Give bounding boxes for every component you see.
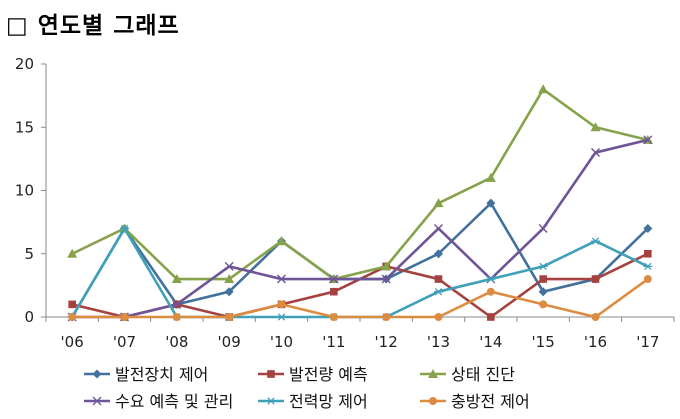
data-point	[224, 261, 234, 271]
y-tick-label: 15	[15, 118, 34, 136]
legend-swatch-marker	[429, 397, 437, 405]
legend-item: 발전장치 제어	[84, 365, 208, 384]
data-point	[486, 287, 495, 296]
x-tick-label: '07	[113, 333, 136, 351]
data-point	[643, 275, 652, 284]
data-point	[277, 313, 286, 321]
data-point	[538, 84, 549, 94]
data-point	[591, 237, 600, 245]
legend-label: 상태 진단	[451, 365, 515, 384]
data-point	[486, 198, 496, 208]
data-point	[434, 249, 443, 259]
x-tick-label: '17	[636, 333, 659, 351]
legend-label: 발전장치 제어	[115, 365, 208, 384]
x-tick-label: '10	[270, 333, 293, 351]
x-tick-label: '16	[584, 333, 607, 351]
data-point	[590, 122, 601, 132]
y-tick-label: 20	[15, 55, 34, 73]
data-point	[487, 313, 495, 321]
data-point	[485, 172, 496, 182]
legend-item: 발전량 예측	[258, 365, 368, 384]
data-point	[538, 262, 548, 271]
data-point	[67, 248, 78, 258]
y-tick-label: 0	[24, 308, 34, 326]
data-point	[277, 300, 286, 309]
legend-swatch-marker	[266, 397, 276, 405]
data-point	[330, 287, 338, 296]
data-point	[643, 262, 653, 271]
legend-swatch-marker	[267, 370, 275, 378]
page-title: □ 연도별 그래프	[6, 13, 180, 39]
series-3	[67, 84, 653, 284]
x-tick-label: '09	[218, 333, 241, 351]
series-6	[68, 275, 652, 321]
data-point	[224, 274, 235, 284]
data-point	[276, 236, 287, 246]
x-tick-label: '14	[479, 333, 502, 351]
legend-item: 상태 진단	[420, 365, 515, 384]
series-line	[72, 138, 649, 319]
data-point	[68, 313, 77, 321]
data-point	[68, 300, 76, 309]
data-point	[591, 313, 600, 321]
data-point	[382, 313, 391, 321]
data-point	[433, 198, 444, 208]
data-point	[434, 223, 443, 233]
data-point	[225, 313, 234, 321]
data-point	[120, 224, 129, 233]
x-tick-label: '13	[427, 333, 450, 351]
data-point	[434, 313, 443, 321]
legend-label: 충방전 제어	[451, 392, 530, 411]
data-point	[434, 275, 443, 283]
legend-item: 수요 예측 및 관리	[84, 392, 233, 411]
legend-swatch-marker	[92, 369, 102, 379]
data-point	[172, 313, 181, 321]
legend-item: 충방전 제어	[420, 392, 530, 411]
legend-swatch-marker	[428, 369, 438, 378]
data-point	[224, 287, 234, 297]
data-point	[329, 313, 338, 321]
series-4	[67, 135, 653, 322]
data-point	[644, 249, 652, 258]
data-point	[120, 313, 129, 321]
x-tick-label: '11	[322, 333, 345, 351]
data-point	[381, 274, 391, 284]
legend-label: 전력망 제어	[289, 392, 368, 411]
legend-swatch-marker	[92, 396, 102, 406]
data-point	[172, 299, 182, 309]
data-point	[171, 274, 182, 284]
series-line	[71, 88, 649, 281]
data-point	[329, 274, 339, 284]
y-tick-label: 5	[24, 245, 34, 263]
legend-label: 수요 예측 및 관리	[115, 392, 233, 411]
data-point	[591, 148, 600, 158]
data-point	[434, 288, 443, 296]
x-tick-labels: '06 '07 '08 '09 '10 '11 '12 '13 '14 '15 '16 '17	[61, 333, 660, 351]
data-point	[538, 287, 548, 297]
data-point	[643, 223, 653, 233]
x-tick-label: '15	[532, 333, 555, 351]
x-tick-label: '12	[375, 333, 398, 351]
legend-item: 전력망 제어	[258, 392, 368, 411]
x-tick-label: '08	[165, 333, 188, 351]
y-tick-labels: 0 5 10 15 20	[15, 55, 34, 326]
y-tick-label: 10	[15, 182, 34, 200]
data-point	[486, 275, 496, 283]
data-point	[539, 300, 548, 309]
data-point	[539, 275, 547, 283]
data-point	[381, 261, 392, 271]
data-point	[277, 274, 286, 284]
data-point	[643, 135, 653, 145]
series-layer	[67, 84, 653, 322]
x-tick-label: '06	[61, 333, 84, 351]
data-point	[591, 275, 600, 283]
legend-label: 발전량 예측	[289, 365, 368, 384]
series-line	[72, 277, 649, 319]
data-point	[538, 223, 548, 233]
